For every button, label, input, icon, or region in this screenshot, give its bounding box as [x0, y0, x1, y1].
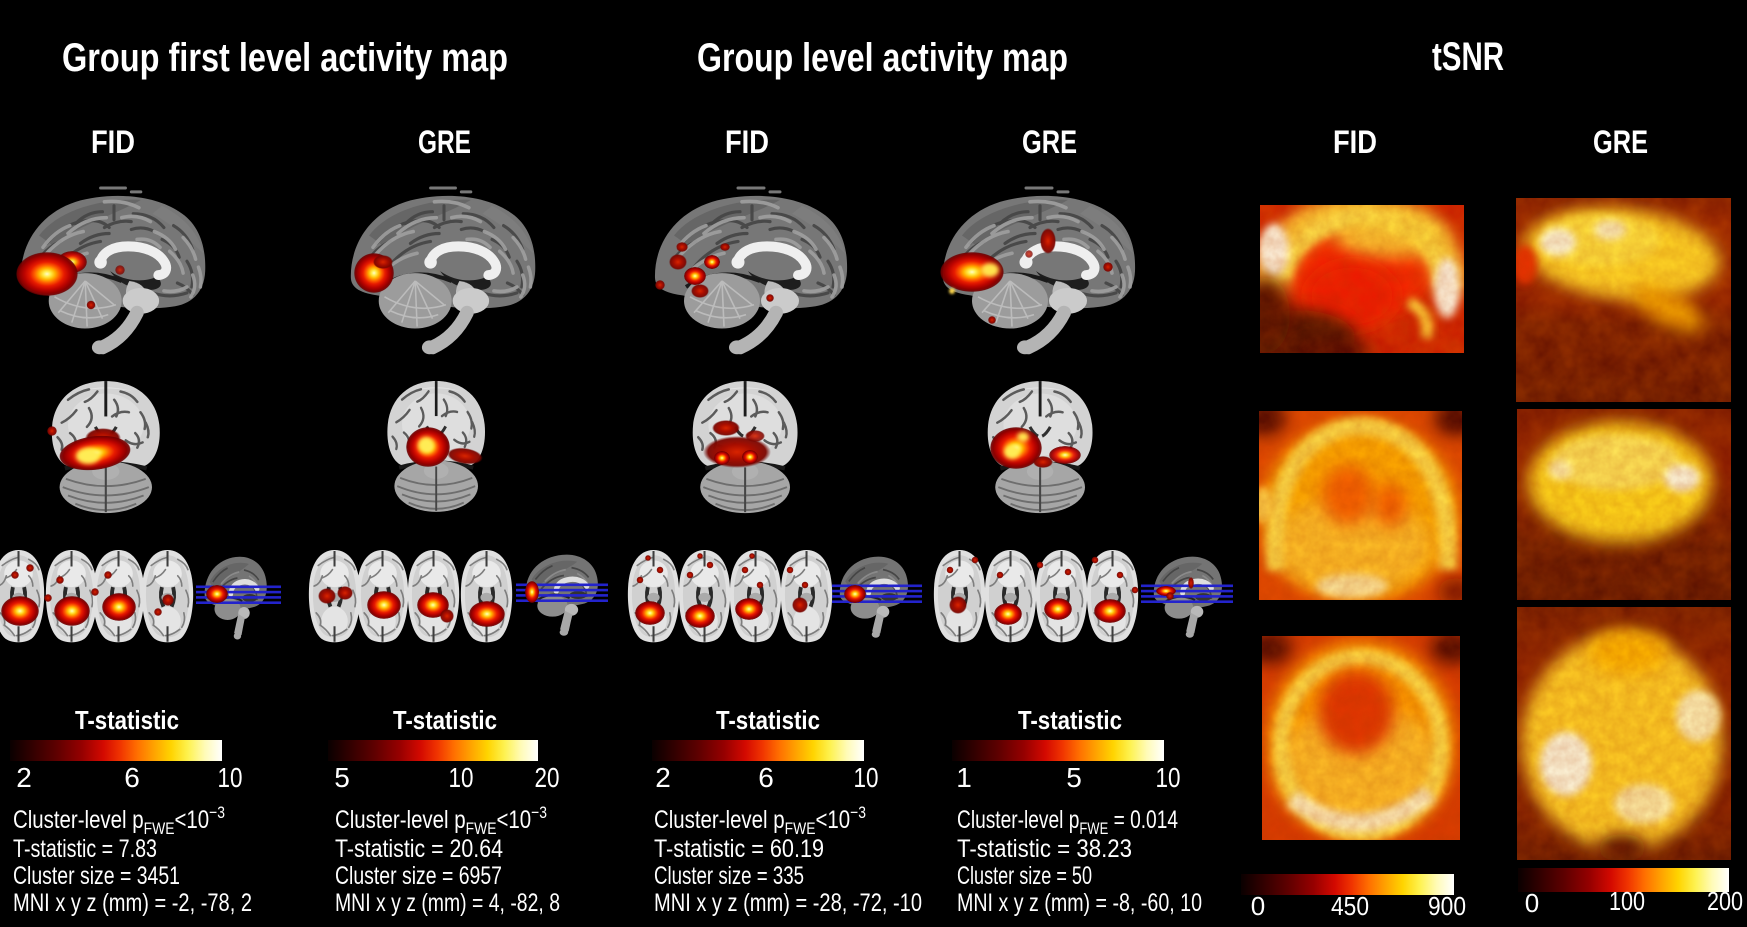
- svg-text:5: 5: [334, 762, 350, 793]
- svg-text:1: 1: [956, 762, 972, 793]
- svg-text:T-statistic = 20.64: T-statistic = 20.64: [335, 835, 503, 863]
- svg-text:GRE: GRE: [1022, 124, 1077, 160]
- svg-text:Cluster size = 335: Cluster size = 335: [654, 862, 804, 890]
- svg-text:MNI x y z (mm) = 4, -82, 8: MNI x y z (mm) = 4, -82, 8: [335, 889, 560, 917]
- svg-text:10: 10: [1156, 762, 1181, 793]
- svg-text:Cluster-level pFWE<10−3: Cluster-level pFWE<10−3: [335, 803, 547, 838]
- svg-text:tSNR: tSNR: [1432, 35, 1504, 79]
- svg-text:T-statistic = 38.23: T-statistic = 38.23: [957, 835, 1132, 863]
- svg-text:10: 10: [449, 762, 474, 793]
- svg-text:2: 2: [655, 762, 671, 793]
- svg-text:450: 450: [1331, 891, 1369, 921]
- svg-text:T-statistic: T-statistic: [75, 705, 179, 735]
- svg-text:5: 5: [1066, 762, 1082, 793]
- svg-text:0: 0: [1251, 891, 1265, 921]
- svg-text:Cluster size = 50: Cluster size = 50: [957, 862, 1092, 890]
- svg-text:T-statistic = 7.83: T-statistic = 7.83: [13, 835, 157, 863]
- svg-text:Group first level activity map: Group first level activity map: [62, 36, 508, 80]
- svg-text:Cluster-level pFWE<10−3: Cluster-level pFWE<10−3: [13, 803, 225, 838]
- svg-text:FID: FID: [725, 124, 769, 160]
- svg-text:FID: FID: [91, 124, 135, 160]
- svg-text:MNI x y z (mm) = -2, -78, 2: MNI x y z (mm) = -2, -78, 2: [13, 889, 252, 917]
- svg-text:0: 0: [1525, 888, 1539, 918]
- svg-text:2: 2: [16, 762, 32, 793]
- svg-text:6: 6: [124, 762, 140, 793]
- svg-text:MNI x y z (mm) = -8, -60, 10: MNI x y z (mm) = -8, -60, 10: [957, 889, 1202, 917]
- svg-text:20: 20: [535, 762, 560, 793]
- svg-text:T-statistic: T-statistic: [716, 705, 820, 735]
- svg-text:Group level activity map: Group level activity map: [697, 36, 1068, 80]
- svg-text:FID: FID: [1333, 124, 1377, 160]
- svg-text:100: 100: [1609, 886, 1645, 916]
- svg-text:Cluster-level pFWE<10−3: Cluster-level pFWE<10−3: [654, 803, 866, 838]
- svg-text:Cluster size = 6957: Cluster size = 6957: [335, 862, 502, 890]
- svg-text:Cluster size = 3451: Cluster size = 3451: [13, 862, 180, 890]
- svg-text:Cluster-level pFWE = 0.014: Cluster-level pFWE = 0.014: [957, 806, 1178, 838]
- svg-text:GRE: GRE: [1593, 124, 1648, 160]
- svg-text:200: 200: [1707, 886, 1743, 916]
- svg-text:T-statistic: T-statistic: [393, 705, 497, 735]
- svg-text:10: 10: [854, 762, 879, 793]
- svg-text:MNI x y z (mm) = -28, -72, -1: MNI x y z (mm) = -28, -72, -10: [654, 889, 922, 917]
- svg-text:T-statistic = 60.19: T-statistic = 60.19: [654, 835, 824, 863]
- svg-text:GRE: GRE: [418, 124, 471, 160]
- svg-text:900: 900: [1428, 891, 1466, 921]
- svg-text:10: 10: [218, 762, 243, 793]
- svg-text:6: 6: [758, 762, 774, 793]
- svg-text:T-statistic: T-statistic: [1018, 705, 1122, 735]
